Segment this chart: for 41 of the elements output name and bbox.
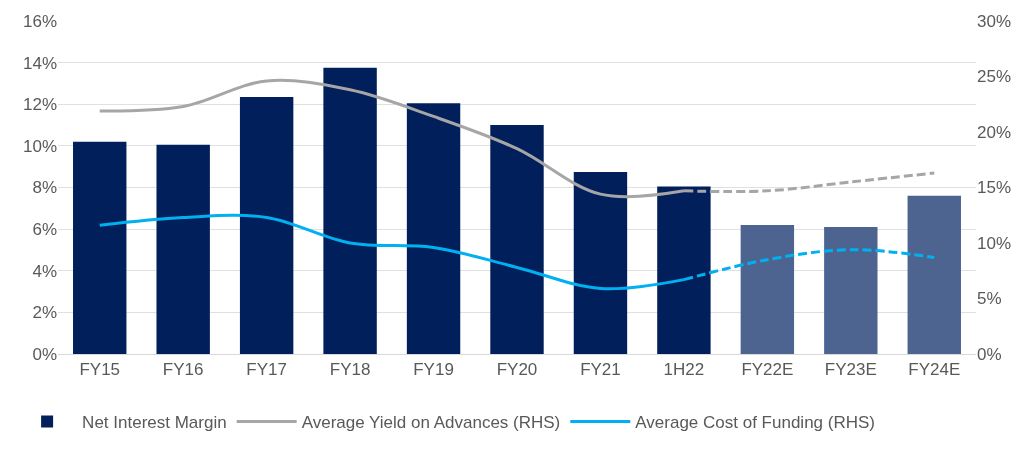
legend-label: Average Cost of Funding (RHS): [635, 413, 875, 433]
y-tick-label: 16%: [22, 11, 57, 31]
y-tick-label: 0%: [32, 344, 57, 364]
x-tick-label: FY24E: [908, 360, 961, 380]
legend-label: Average Yield on Advances (RHS): [301, 413, 561, 433]
bar: [907, 195, 961, 354]
y2-tick-label: 30%: [977, 11, 1012, 31]
bar: [573, 171, 628, 354]
y2-tick-label: 20%: [977, 122, 1012, 142]
x-tick-label: FY22E: [741, 360, 794, 380]
x-tick-label: FY17: [246, 360, 287, 380]
bar: [323, 67, 377, 354]
bar: [490, 125, 544, 354]
y-tick-label: 4%: [32, 261, 57, 281]
x-tick-label: FY19: [413, 360, 454, 380]
bar: [657, 186, 711, 354]
y-tick-label: 6%: [32, 220, 57, 240]
bar: [824, 227, 878, 354]
y2-tick-label: 0%: [977, 344, 1002, 364]
x-tick-label: FY21: [580, 360, 621, 380]
y-tick-label: 12%: [22, 95, 57, 115]
x-tick-label: 1H22: [663, 360, 705, 380]
x-tick-label: FY23E: [824, 360, 877, 380]
y2-tick-label: 25%: [977, 67, 1012, 87]
x-tick-label: FY18: [329, 360, 371, 380]
y2-tick-label: 5%: [977, 289, 1002, 309]
y-tick-label: 10%: [22, 136, 57, 156]
y-tick-label: 8%: [32, 178, 57, 198]
x-tick-label: FY15: [79, 360, 121, 380]
bar: [740, 224, 795, 354]
y-tick-label: 14%: [22, 53, 57, 73]
bar: [406, 103, 461, 354]
y2-tick-label: 15%: [977, 178, 1012, 198]
x-tick-label: FY16: [162, 360, 204, 380]
y-tick-label: 2%: [32, 303, 57, 323]
y2-tick-label: 10%: [977, 233, 1012, 253]
bar: [239, 96, 294, 354]
x-tick-label: FY20: [496, 360, 538, 380]
bar: [156, 144, 210, 354]
bar: [73, 141, 127, 354]
legend-label: Net Interest Margin: [82, 413, 227, 433]
